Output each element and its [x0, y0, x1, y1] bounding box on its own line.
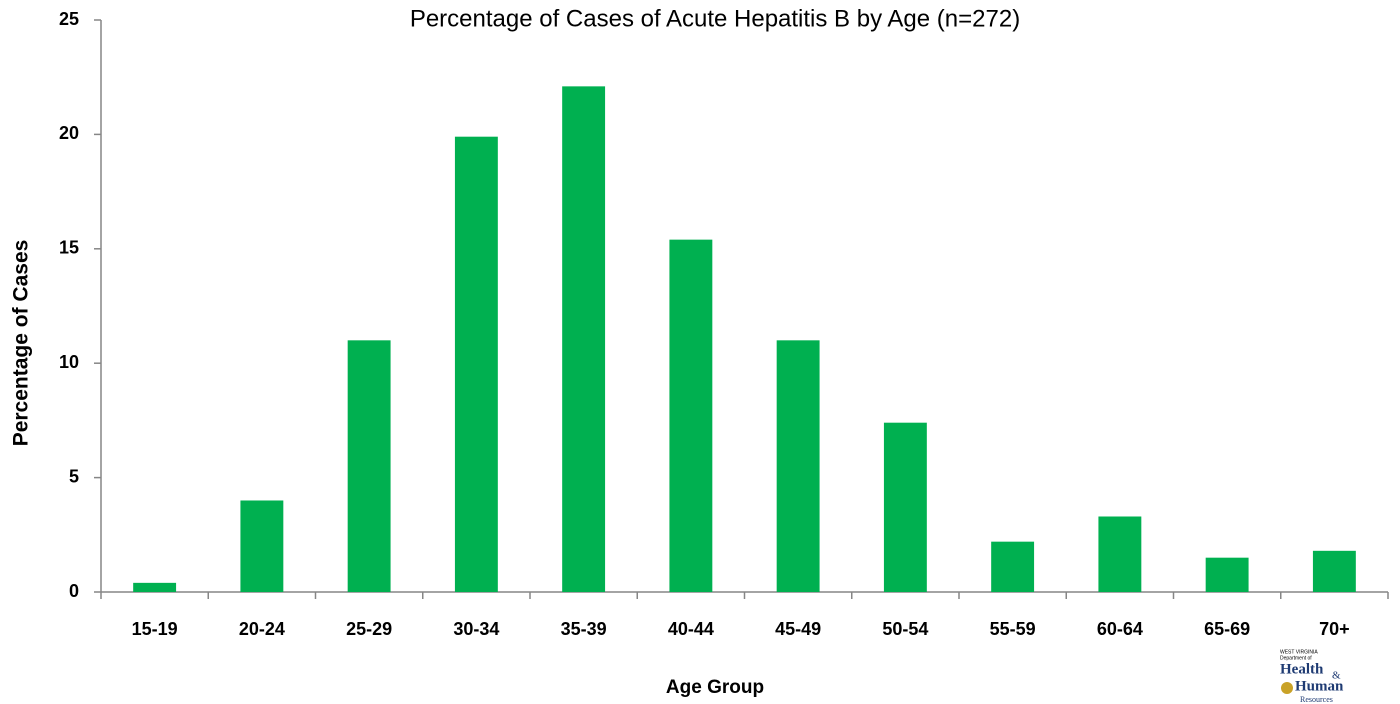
y-tick-label: 25: [59, 9, 79, 29]
chart-title: Percentage of Cases of Acute Hepatitis B…: [410, 5, 1020, 32]
x-tick-label: 30-34: [453, 619, 499, 639]
logo-text: Resources: [1300, 695, 1333, 704]
logo-text: &: [1332, 670, 1341, 682]
bar: [1098, 516, 1142, 592]
x-tick-label: 70+: [1319, 619, 1350, 639]
bar: [347, 340, 391, 592]
bar: [883, 422, 927, 592]
x-tick-label: 20-24: [239, 619, 285, 639]
x-tick-label: 40-44: [668, 619, 714, 639]
x-tick-label: 15-19: [132, 619, 178, 639]
bar: [240, 500, 284, 592]
x-tick-label: 45-49: [775, 619, 821, 639]
logo: WEST VIRGINIA Department of Health & Hum…: [1280, 649, 1344, 704]
bar: [669, 239, 713, 592]
y-tick-label: 15: [59, 238, 79, 258]
bar: [991, 541, 1035, 592]
x-tick-label: 50-54: [882, 619, 928, 639]
bar: [454, 136, 498, 593]
bar: [776, 340, 820, 592]
bar: [1205, 557, 1249, 592]
bar: [1312, 550, 1356, 592]
x-tick-label: 55-59: [990, 619, 1036, 639]
y-tick-label: 5: [69, 466, 79, 486]
bar: [133, 582, 177, 592]
logo-text: WEST VIRGINIA: [1280, 649, 1318, 655]
x-tick-label: 65-69: [1204, 619, 1250, 639]
y-tick-label: 0: [69, 581, 79, 601]
bar: [562, 86, 606, 593]
logo-seal: [1281, 682, 1293, 694]
y-tick-label: 20: [59, 123, 79, 143]
y-tick-label: 10: [59, 352, 79, 372]
logo-text: Health: [1280, 661, 1324, 677]
x-tick-label: 60-64: [1097, 619, 1143, 639]
logo-text: Department of: [1280, 655, 1312, 661]
x-tick-label: 25-29: [346, 619, 392, 639]
y-axis-title: Percentage of Cases: [10, 240, 33, 447]
x-axis-title: Age Group: [666, 677, 764, 698]
logo-text: Human: [1295, 678, 1344, 694]
x-tick-label: 35-39: [561, 619, 607, 639]
